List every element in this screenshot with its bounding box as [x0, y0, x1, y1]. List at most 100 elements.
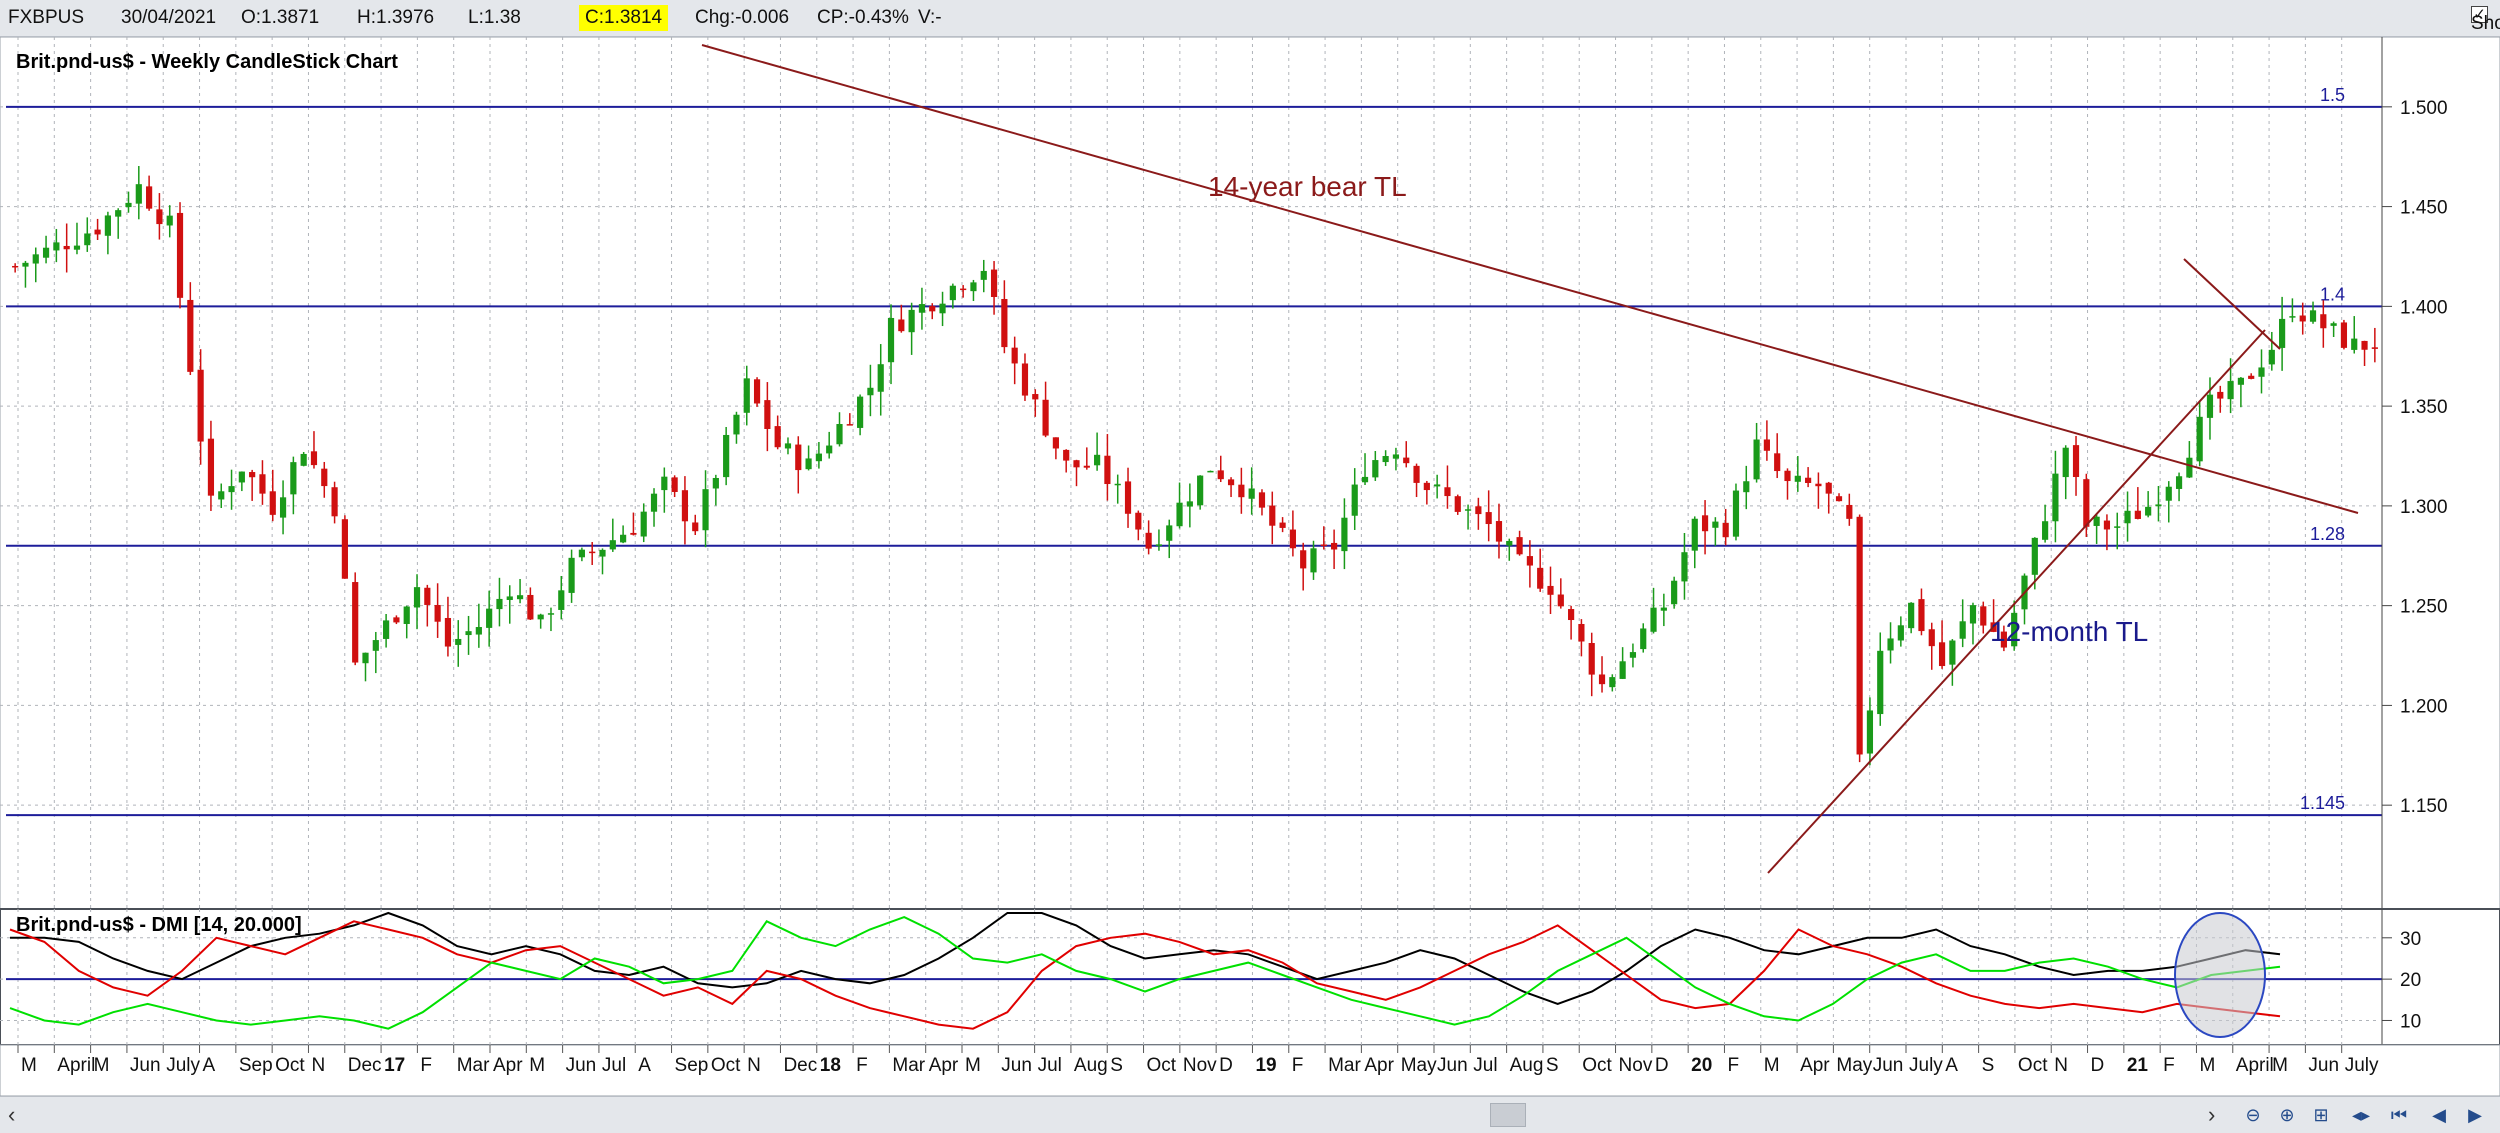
candle-body: [1774, 453, 1781, 472]
candle-body: [2217, 391, 2224, 399]
date-tick-label: M: [965, 1055, 981, 1076]
dmi-axis-label: 30: [2400, 929, 2421, 950]
candle-body: [2124, 510, 2131, 524]
candle-body: [238, 471, 245, 483]
candle-body: [898, 319, 905, 332]
level-label: 1.28: [2310, 524, 2345, 544]
candle-body: [2299, 315, 2306, 322]
candle-body: [640, 511, 647, 537]
date-tick-label: 19: [1255, 1055, 1276, 1076]
candle-body: [73, 245, 81, 250]
candle-body: [1423, 482, 1430, 491]
triangle-upper-line: [2183, 258, 2281, 350]
candle-body: [1650, 607, 1657, 632]
candle-body: [990, 269, 998, 298]
candle-body: [2083, 479, 2090, 527]
show-last-toggle[interactable]: ✓ Show Last: [2471, 6, 2500, 34]
candle-body: [1794, 475, 1801, 482]
first-page-icon[interactable]: ⏮: [2390, 1105, 2408, 1125]
candle-body: [1681, 552, 1688, 582]
candle-body: [1640, 628, 1647, 650]
zoom-in-icon[interactable]: ⊕: [2279, 1105, 2295, 1125]
candle-body: [2206, 394, 2214, 418]
candle-body: [455, 638, 462, 645]
candle-body: [1660, 607, 1667, 611]
candle-body: [2248, 375, 2255, 379]
zoom-fit-icon[interactable]: ⊞: [2313, 1105, 2329, 1125]
candle-body: [558, 590, 565, 610]
candle-body: [1475, 506, 1482, 515]
date-tick-label: Jun: [566, 1055, 597, 1076]
date-tick-label: A: [203, 1055, 216, 1076]
candle-body: [1949, 640, 1956, 665]
candle-body: [187, 299, 194, 372]
candle-body: [1557, 594, 1564, 607]
quote-info-bar: FXBPUS 30/04/2021 O:1.3871 H:1.3976 L:1.…: [0, 0, 2500, 37]
candle-body: [197, 369, 204, 442]
date-tick-label: Jun: [1873, 1055, 1904, 1076]
candle-body: [393, 617, 400, 623]
date-tick-label: Mar: [457, 1055, 490, 1076]
candle-body: [1300, 550, 1307, 569]
zoom-out-icon[interactable]: ⊖: [2245, 1105, 2261, 1125]
candle-body: [331, 487, 338, 517]
candle-body: [341, 519, 348, 579]
date-tick-label: F: [2163, 1055, 2175, 1076]
candle-body: [1073, 460, 1080, 468]
candle-body: [1701, 515, 1709, 532]
date-tick-label: S: [1546, 1055, 1559, 1076]
expand-icon[interactable]: ◂▸: [2351, 1105, 2371, 1125]
date-tick-label: Apr: [493, 1055, 523, 1076]
candle-body: [929, 306, 936, 312]
show-last-checkbox[interactable]: ✓: [2471, 6, 2488, 23]
date-tick-label: Sep: [239, 1055, 273, 1076]
candle-body: [1537, 567, 1544, 589]
candle-body: [1361, 476, 1369, 483]
candle-body: [2042, 521, 2049, 540]
date-tick-label: Mar: [892, 1055, 925, 1076]
candle-body: [2196, 416, 2203, 462]
candle-body: [125, 202, 132, 208]
date-tick-label: Jun: [1001, 1055, 1032, 1076]
candle-body: [1032, 394, 1039, 400]
price-axis-label: 1.300: [2400, 497, 2448, 518]
candle-body: [1258, 492, 1266, 508]
candle-body: [1846, 504, 1853, 519]
scroll-left-icon[interactable]: ‹: [8, 1102, 16, 1127]
candle-body: [228, 486, 235, 493]
previous-icon[interactable]: ◀: [2432, 1105, 2446, 1125]
candle-body: [2340, 322, 2348, 348]
price-panel: [0, 37, 2500, 910]
scroll-thumb[interactable]: [1490, 1103, 1526, 1127]
candle-body: [609, 540, 616, 550]
candle-body: [2175, 476, 2183, 489]
next-icon[interactable]: ▶: [2468, 1105, 2482, 1125]
candle-body: [1042, 399, 1049, 436]
candle-body: [1331, 542, 1338, 550]
date-tick-label: Apr: [1800, 1055, 1830, 1076]
date-tick-label: May: [1836, 1055, 1872, 1076]
price-axis-label: 1.450: [2400, 198, 2448, 219]
candle-body: [1114, 483, 1121, 486]
candle-body: [887, 317, 895, 363]
close-value: C:1.3814: [579, 5, 669, 31]
candle-body: [444, 617, 452, 647]
date-tick-label: 20: [1691, 1055, 1712, 1076]
candle-body: [249, 472, 256, 478]
date-tick-label: S: [1110, 1055, 1123, 1076]
scroll-right-icon[interactable]: ›: [2208, 1102, 2216, 1127]
candle-body: [877, 364, 884, 392]
price-axis-label: 1.200: [2400, 696, 2448, 717]
candle-body: [1877, 650, 1884, 715]
candle-body: [321, 468, 328, 487]
date-tick-label: Nov: [1619, 1055, 1653, 1076]
candle-body: [712, 477, 719, 489]
candle-body: [753, 379, 761, 404]
candle-body: [743, 378, 750, 413]
candle-body: [115, 210, 122, 217]
candle-body: [1712, 521, 1719, 528]
candle-body: [1908, 602, 1915, 629]
candle-body: [2093, 516, 2100, 526]
candle-body: [2072, 445, 2080, 478]
horizontal-scrollbar[interactable]: ‹ › ⊖ ⊕ ⊞ ◂▸ ⏮ ◀ ▶: [0, 1096, 2500, 1133]
